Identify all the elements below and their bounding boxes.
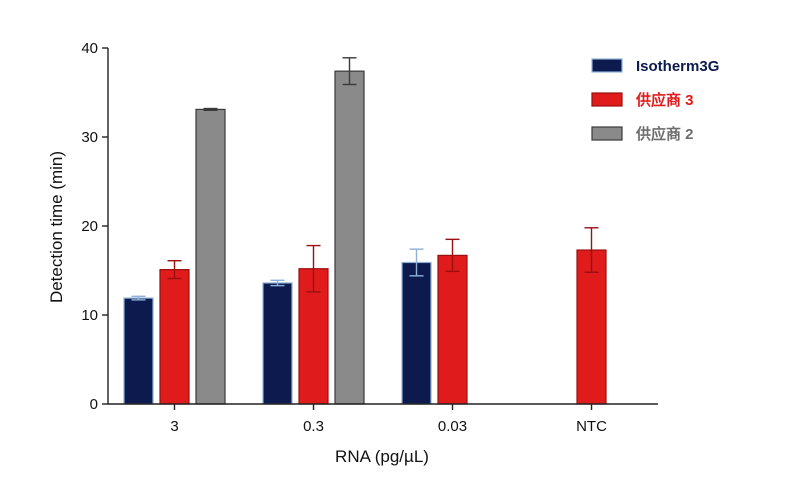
bar (195, 108, 226, 405)
bar (262, 282, 293, 405)
legend-swatch (591, 58, 623, 73)
y-tick-label: 20 (81, 218, 98, 235)
bar (401, 261, 432, 405)
error-bar (445, 238, 460, 273)
bar (123, 297, 154, 405)
error-bar (270, 279, 285, 287)
legend-label: Isotherm3G (636, 58, 719, 75)
x-tick-label: NTC (576, 418, 607, 435)
error-bar (203, 107, 218, 112)
y-tick-label: 10 (81, 307, 98, 324)
error-bar (342, 57, 357, 86)
legend-swatch (591, 92, 623, 107)
x-tick-label: 0.3 (303, 418, 324, 435)
x-axis-title: RNA (pg/µL) (335, 447, 429, 466)
error-bar (306, 244, 321, 293)
error-bar (167, 260, 182, 280)
error-bar (584, 227, 599, 273)
bar (437, 254, 468, 405)
legend-item: 供应商 3 (591, 91, 694, 109)
y-tick-label: 30 (81, 129, 98, 146)
y-tick-label: 0 (90, 396, 98, 413)
error-bar (131, 295, 146, 301)
x-tick-label: 0.03 (438, 418, 467, 435)
legend-label: 供应商 3 (635, 91, 694, 109)
x-tick-label: 3 (170, 418, 178, 435)
legend-item: 供应商 2 (591, 125, 694, 143)
legend-item: Isotherm3G (591, 58, 719, 75)
legend: Isotherm3G 供应商 3 供应商 2 (591, 58, 719, 143)
legend-label: 供应商 2 (635, 125, 694, 143)
bar (334, 70, 365, 405)
y-axis-title: Detection time (min) (47, 151, 66, 303)
bar (576, 249, 607, 405)
y-tick-label: 40 (81, 40, 98, 57)
legend-swatch (591, 126, 623, 141)
bar (159, 269, 190, 405)
error-bar (409, 248, 424, 277)
plot-area (123, 57, 607, 405)
axes: 0 10 20 30 40 3 0.3 0.03 NTC (81, 40, 658, 435)
